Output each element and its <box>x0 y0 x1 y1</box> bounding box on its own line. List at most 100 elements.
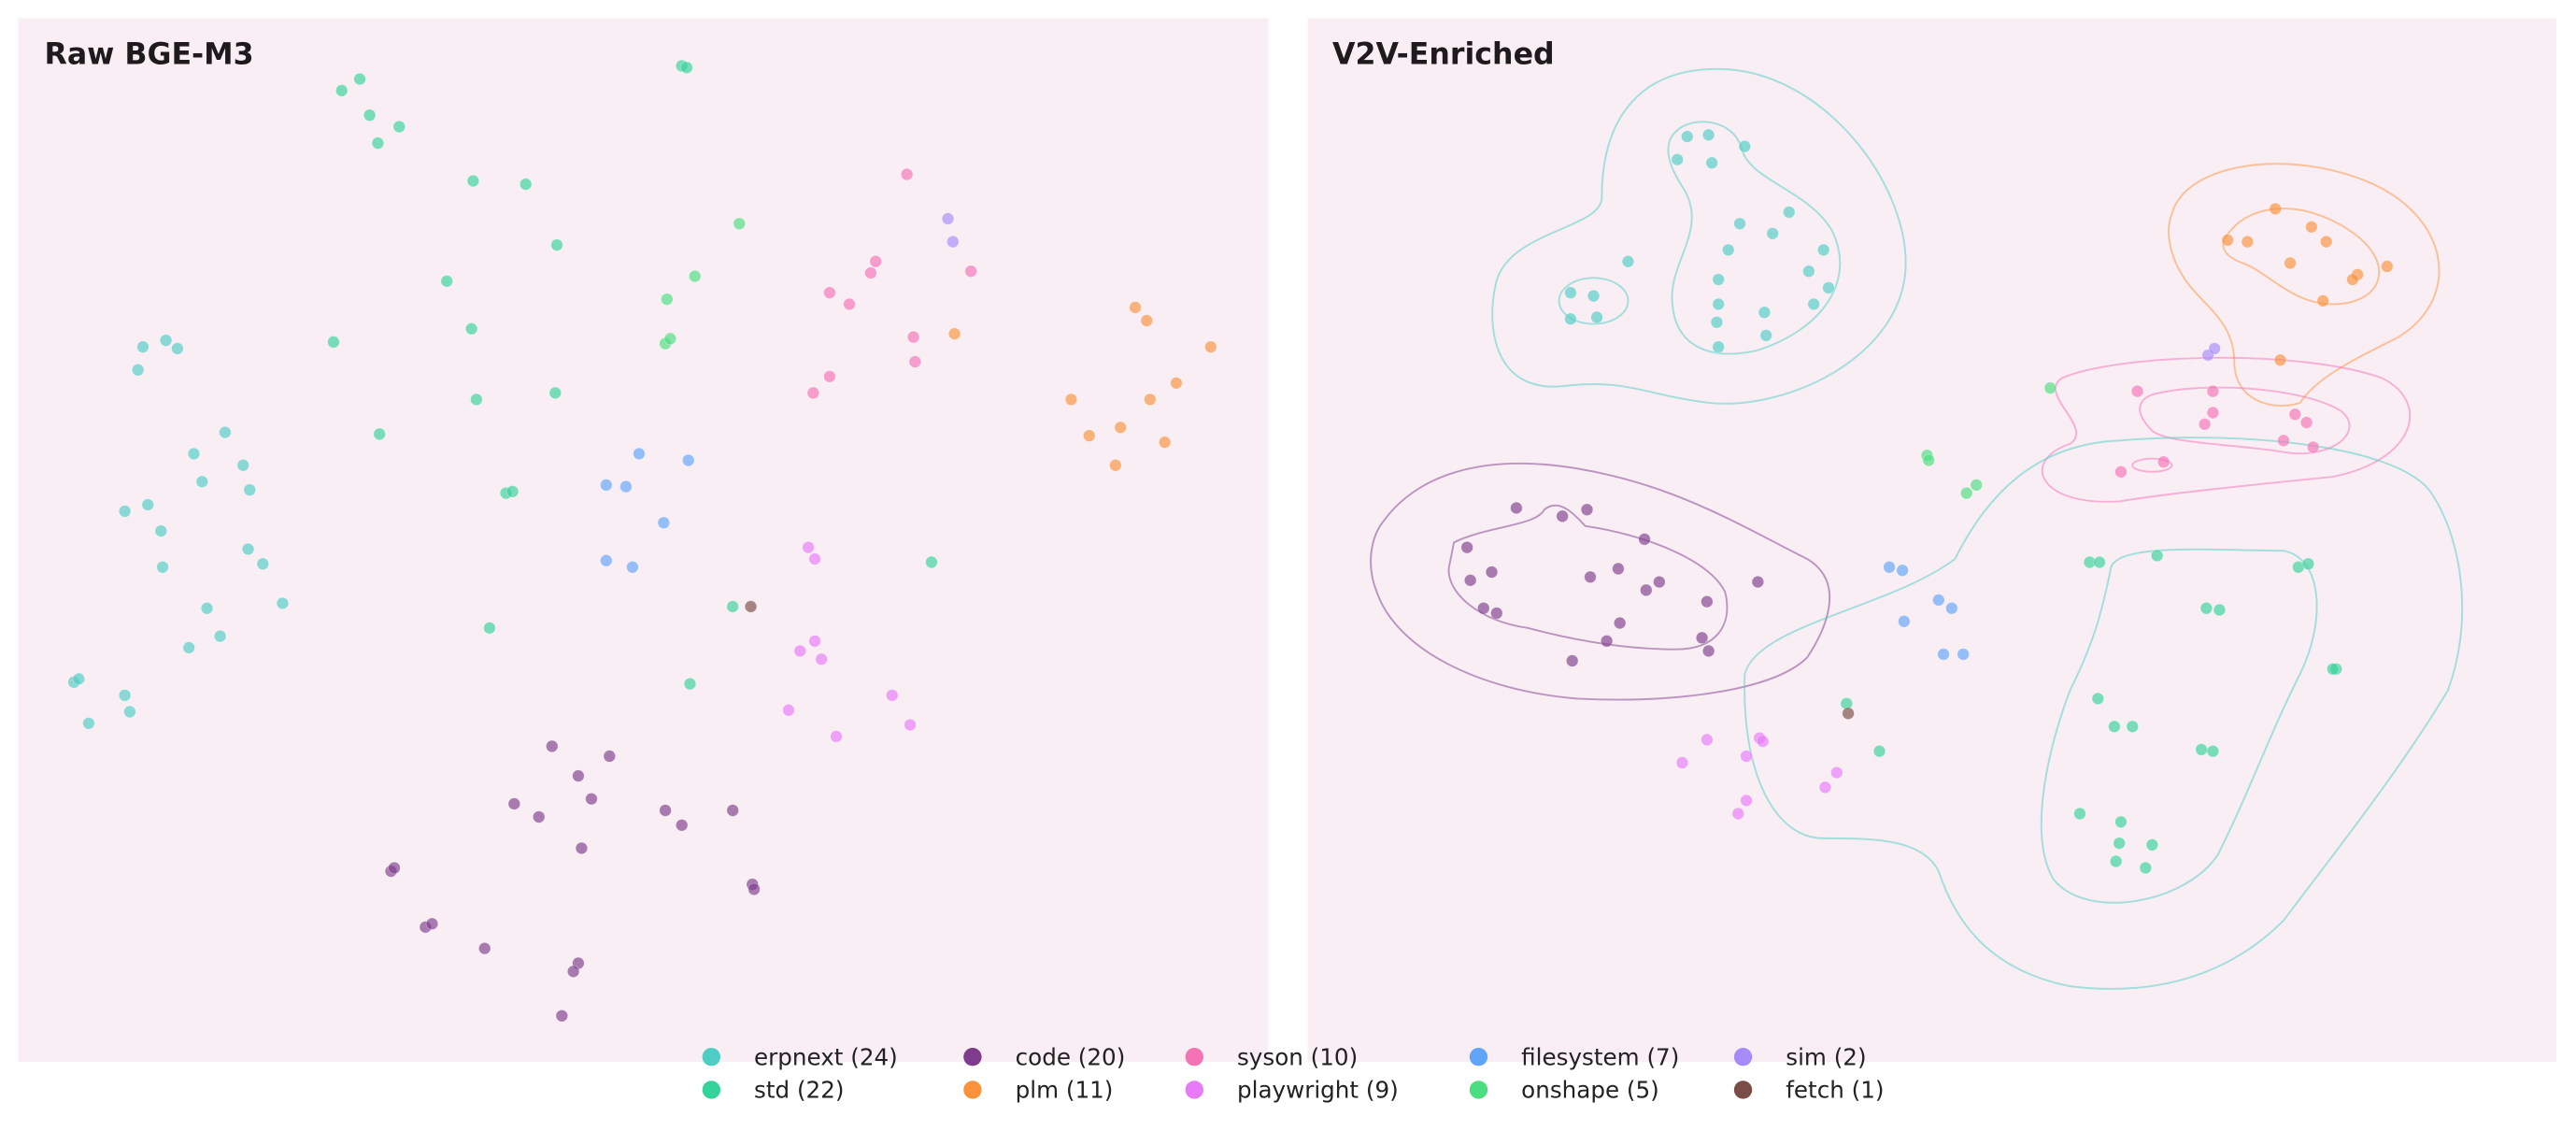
point-syson <box>2206 384 2220 398</box>
point-code <box>533 810 546 823</box>
point-filesystem <box>633 447 646 461</box>
point-playwright <box>793 644 806 658</box>
point-playwright <box>1701 733 1714 747</box>
point-erpnext <box>276 596 290 610</box>
legend-label-erpnext: erpnext (24) <box>754 1044 898 1071</box>
point-erpnext <box>1710 316 1724 329</box>
point-code <box>1638 533 1651 546</box>
point-code <box>1600 635 1614 648</box>
point-playwright <box>904 718 917 732</box>
point-code <box>603 750 617 763</box>
point-std <box>371 136 385 150</box>
point-erpnext <box>1564 286 1577 299</box>
point-onshape <box>1922 453 1935 467</box>
contour-plm-inner <box>2222 208 2380 306</box>
point-syson <box>823 286 836 299</box>
left-panel-title: Raw BGE-M3 <box>44 38 253 72</box>
right-panel-background <box>1307 18 2556 1063</box>
point-erpnext <box>1802 265 1815 278</box>
legend-item-std: std (22) <box>702 1077 844 1104</box>
point-std <box>353 72 366 86</box>
point-code <box>566 965 580 978</box>
legend-label-filesystem: filesystem (7) <box>1521 1044 1679 1071</box>
point-erpnext <box>1590 310 1603 324</box>
point-syson <box>2198 418 2212 431</box>
point-std <box>466 174 480 188</box>
point-sim <box>941 212 955 225</box>
point-filesystem <box>1945 602 1958 615</box>
legend-item-playwright: playwright (9) <box>1185 1077 1399 1104</box>
point-code <box>1613 616 1627 630</box>
point-std <box>363 108 377 122</box>
point-erpnext <box>187 447 201 461</box>
point-erpnext <box>213 629 227 643</box>
point-plm <box>2381 260 2394 273</box>
point-std <box>373 427 386 441</box>
point-playwright <box>1830 766 1843 780</box>
point-playwright <box>1740 794 1753 808</box>
point-filesystem <box>1898 615 1911 628</box>
point-erpnext <box>1587 289 1601 303</box>
point-onshape <box>661 293 674 306</box>
point-std <box>2093 555 2106 569</box>
point-std <box>2150 549 2164 563</box>
point-erpnext <box>195 475 208 489</box>
point-plm <box>1170 377 1183 390</box>
point-playwright <box>1675 756 1689 769</box>
legend-item-fetch: fetch (1) <box>1733 1077 1885 1104</box>
point-plm <box>2320 235 2333 249</box>
point-erpnext <box>1712 297 1725 311</box>
point-std <box>2091 692 2105 706</box>
raw-bge-m3-points <box>67 59 1217 1023</box>
point-std <box>392 120 406 134</box>
point-code <box>1701 595 1714 608</box>
point-std <box>680 61 693 74</box>
legend-label-plm: plm (11) <box>1016 1077 1114 1104</box>
legend-item-plm: plm (11) <box>963 1077 1113 1104</box>
point-filesystem <box>600 479 613 492</box>
point-erpnext <box>241 542 255 556</box>
point-plm <box>2241 235 2255 249</box>
point-erpnext <box>123 705 136 719</box>
point-erpnext <box>72 672 86 686</box>
contour-syson-small <box>2131 457 2173 473</box>
point-code <box>478 942 491 955</box>
point-code <box>425 917 439 930</box>
point-erpnext <box>182 641 195 654</box>
point-std <box>2199 602 2213 615</box>
point-plm <box>1129 301 1142 314</box>
point-code <box>1460 540 1473 554</box>
point-erpnext <box>1712 273 1725 286</box>
point-std <box>726 600 739 613</box>
point-erpnext <box>1671 153 1684 166</box>
point-filesystem <box>1896 564 1909 577</box>
point-erpnext <box>200 602 214 615</box>
point-erpnext <box>1701 128 1715 142</box>
point-filesystem <box>682 453 695 467</box>
point-std <box>470 393 483 407</box>
point-sim <box>2208 342 2221 355</box>
point-plm <box>1109 459 1122 472</box>
contour-erpnext-small <box>1558 277 1630 325</box>
point-std <box>683 677 697 691</box>
point-erpnext <box>1681 130 1694 143</box>
point-std <box>550 238 563 251</box>
legend-label-playwright: playwright (9) <box>1237 1077 1399 1104</box>
point-std <box>548 386 562 400</box>
point-onshape <box>2043 381 2057 394</box>
point-erpnext <box>171 342 184 355</box>
point-std <box>2126 720 2139 733</box>
point-onshape <box>1959 486 1973 500</box>
point-plm <box>2346 273 2359 286</box>
point-erpnext <box>118 689 132 702</box>
point-syson <box>2288 408 2302 421</box>
point-syson <box>843 297 856 311</box>
legend-marker-std <box>702 1081 721 1099</box>
point-plm <box>1144 393 1157 407</box>
point-plm <box>1140 314 1153 327</box>
point-filesystem <box>657 516 671 529</box>
point-code <box>676 819 689 832</box>
point-erpnext <box>1759 329 1772 342</box>
point-code <box>1463 574 1477 587</box>
